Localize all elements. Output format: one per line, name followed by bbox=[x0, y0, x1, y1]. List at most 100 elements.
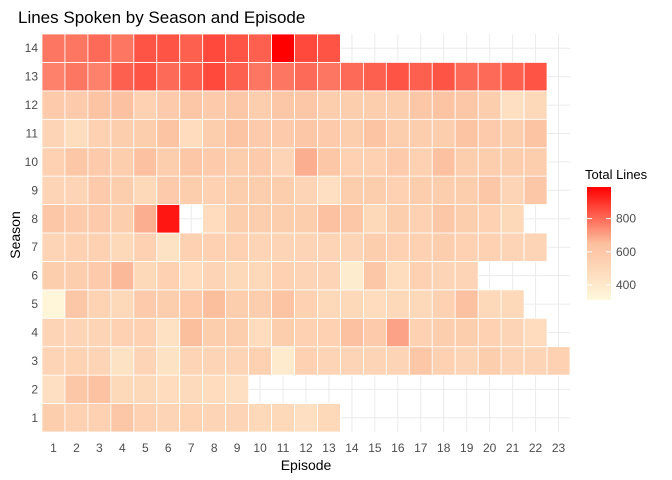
heatmap-cell bbox=[156, 232, 181, 262]
heatmap-cell bbox=[110, 289, 135, 319]
heatmap-cell bbox=[110, 232, 135, 262]
heatmap-cell bbox=[156, 261, 181, 291]
heatmap-cell bbox=[385, 62, 410, 92]
heatmap-cell bbox=[500, 147, 525, 177]
heatmap-cell bbox=[133, 90, 158, 120]
heatmap-cell bbox=[248, 232, 272, 262]
heatmap-cell bbox=[431, 261, 456, 291]
x-tick-label: 6 bbox=[165, 441, 172, 455]
heatmap-cell bbox=[362, 317, 387, 348]
heatmap-cell bbox=[110, 90, 135, 120]
heatmap-cell bbox=[41, 175, 66, 205]
heatmap-cell bbox=[225, 232, 250, 262]
heatmap-cell bbox=[202, 261, 227, 291]
heatmap-cell bbox=[340, 62, 364, 92]
heatmap-cell bbox=[133, 204, 158, 234]
x-tick-label: 21 bbox=[506, 441, 520, 455]
heatmap-cell bbox=[133, 403, 158, 433]
heatmap-cell bbox=[477, 346, 502, 376]
x-tick-label: 14 bbox=[345, 441, 359, 455]
heatmap-cell bbox=[317, 147, 341, 177]
heatmap-cell bbox=[133, 175, 158, 205]
heatmap-cell bbox=[271, 90, 295, 120]
heatmap-cell bbox=[362, 62, 387, 92]
heatmap-cell bbox=[500, 175, 525, 205]
heatmap-cell bbox=[294, 403, 318, 433]
heatmap-cell bbox=[87, 374, 112, 404]
heatmap-cell bbox=[248, 118, 272, 149]
heatmap-cell bbox=[248, 204, 272, 234]
heatmap-cell bbox=[110, 403, 135, 433]
heatmap-cell bbox=[454, 232, 479, 262]
heatmap-cell bbox=[41, 90, 66, 120]
heatmap-cell bbox=[248, 175, 272, 205]
heatmap-cell bbox=[133, 317, 158, 348]
heatmap-cell bbox=[87, 289, 112, 319]
heatmap-cell bbox=[64, 90, 89, 120]
heatmap-cell bbox=[294, 90, 318, 120]
heatmap-cell bbox=[340, 175, 364, 205]
heatmap-cell bbox=[133, 232, 158, 262]
heatmap-tiles bbox=[41, 33, 571, 433]
heatmap-cell bbox=[385, 346, 410, 376]
heatmap-cell bbox=[477, 175, 502, 205]
y-tick-label: 8 bbox=[31, 212, 38, 226]
heatmap-cell bbox=[179, 175, 204, 205]
heatmap-cell bbox=[477, 317, 502, 348]
x-tick-label: 23 bbox=[552, 441, 566, 455]
heatmap-cell bbox=[362, 204, 387, 234]
heatmap-cell bbox=[431, 289, 456, 319]
heatmap-cell bbox=[340, 346, 364, 376]
heatmap-cell bbox=[87, 62, 112, 92]
heatmap-cell bbox=[317, 261, 341, 291]
legend-colorbar bbox=[587, 187, 611, 300]
heatmap-cell bbox=[202, 33, 227, 63]
heatmap-cell bbox=[225, 317, 250, 348]
heatmap-cell bbox=[202, 232, 227, 262]
heatmap-cell bbox=[248, 261, 272, 291]
heatmap-cell bbox=[317, 90, 341, 120]
heatmap-cell bbox=[156, 147, 181, 177]
heatmap-cell bbox=[340, 204, 364, 234]
x-tick-label: 10 bbox=[253, 441, 267, 455]
heatmap-cell bbox=[454, 261, 479, 291]
x-tick-label: 9 bbox=[234, 441, 241, 455]
x-tick-label: 22 bbox=[529, 441, 543, 455]
heatmap-cell bbox=[477, 289, 502, 319]
heatmap-cell bbox=[110, 374, 135, 404]
heatmap-cell bbox=[64, 62, 89, 92]
heatmap-cell bbox=[271, 147, 295, 177]
heatmap-cell bbox=[87, 403, 112, 433]
heatmap-cell bbox=[408, 90, 433, 120]
heatmap-cell bbox=[294, 147, 318, 177]
heatmap-cell bbox=[202, 147, 227, 177]
heatmap-cell bbox=[271, 232, 295, 262]
heatmap-cell bbox=[41, 147, 66, 177]
heatmap-cell bbox=[477, 232, 502, 262]
x-tick-label: 5 bbox=[142, 441, 149, 455]
heatmap-cell bbox=[385, 118, 410, 149]
heatmap-cell bbox=[362, 147, 387, 177]
heatmap-cell bbox=[156, 62, 181, 92]
heatmap-cell bbox=[340, 118, 364, 149]
heatmap-cell bbox=[248, 317, 272, 348]
y-axis-title: Season bbox=[7, 211, 23, 258]
x-tick-label: 3 bbox=[96, 441, 103, 455]
heatmap-cell bbox=[317, 232, 341, 262]
heatmap-cell bbox=[110, 175, 135, 205]
x-axis-title: Episode bbox=[281, 457, 332, 473]
heatmap-cell bbox=[454, 289, 479, 319]
heatmap-cell bbox=[64, 33, 89, 63]
heatmap-cell bbox=[294, 261, 318, 291]
heatmap-cell bbox=[385, 261, 410, 291]
heatmap-cell bbox=[202, 289, 227, 319]
heatmap-cell bbox=[454, 346, 479, 376]
heatmap-cell bbox=[225, 204, 250, 234]
heatmap-cell bbox=[362, 90, 387, 120]
x-tick-label: 8 bbox=[211, 441, 218, 455]
heatmap-cell bbox=[202, 62, 227, 92]
heatmap-cell bbox=[133, 33, 158, 63]
heatmap-cell bbox=[317, 175, 341, 205]
y-tick-label: 3 bbox=[31, 354, 38, 368]
